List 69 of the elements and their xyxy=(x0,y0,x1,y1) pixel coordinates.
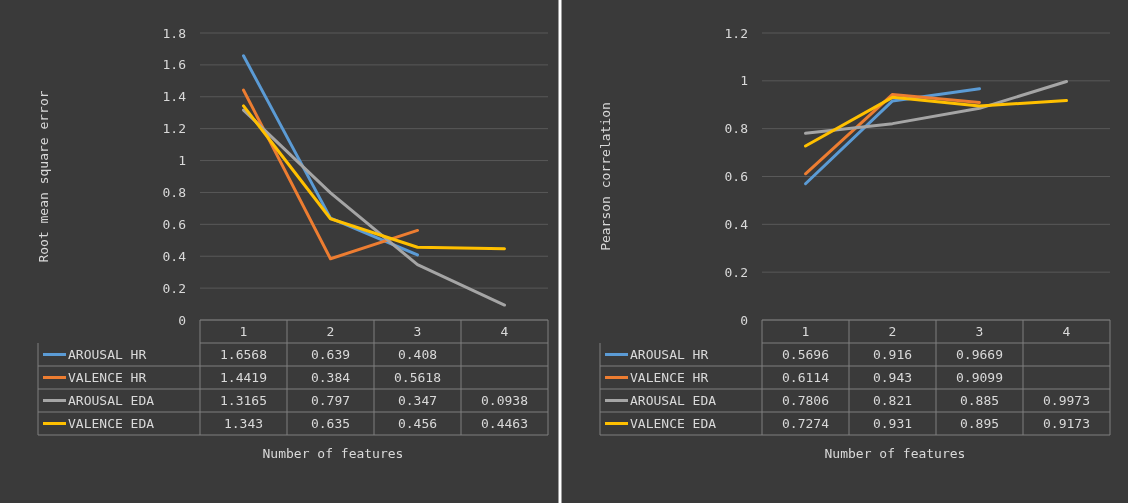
line-series xyxy=(242,104,506,251)
data-label: 0.384 xyxy=(310,370,351,386)
data-label: 0.347 xyxy=(397,393,438,409)
y-tick-label: 1.2 xyxy=(162,121,186,137)
y-axis-title: Pearson correlation xyxy=(598,102,613,251)
y-tick-label: 1 xyxy=(740,73,748,89)
data-label: 0.5618 xyxy=(394,370,441,386)
data-label: 1.6568 xyxy=(220,347,267,363)
legend-label: VALENCE EDA xyxy=(68,416,155,432)
y-tick-label: 0.2 xyxy=(162,280,186,296)
legend-label: AROUSAL HR xyxy=(630,347,709,363)
data-label: 0.9669 xyxy=(956,347,1003,363)
data-label: 0.885 xyxy=(959,393,1000,409)
line-series xyxy=(804,95,1068,148)
legend-label: VALENCE HR xyxy=(68,370,147,386)
y-tick-label: 0.8 xyxy=(162,184,186,200)
data-label: 0.456 xyxy=(397,416,438,432)
y-tick-label: 0.6 xyxy=(162,216,186,232)
y-tick-label: 0 xyxy=(178,312,186,328)
data-label: 0.0938 xyxy=(481,393,528,409)
x-tick-label: 4 xyxy=(1062,324,1071,340)
y-tick-label: 0.2 xyxy=(724,264,748,280)
x-tick-label: 4 xyxy=(500,324,509,340)
data-label: 1.4419 xyxy=(220,370,267,386)
data-label: 0.635 xyxy=(310,416,351,432)
data-label: 0.639 xyxy=(310,347,351,363)
y-tick-label: 1.2 xyxy=(724,25,748,41)
data-label: 0.4463 xyxy=(481,416,528,432)
y-tick-label: 1.8 xyxy=(162,25,186,41)
data-label: 0.9973 xyxy=(1043,393,1090,409)
data-label: 0.9173 xyxy=(1043,416,1090,432)
y-axis-title: Root mean square error xyxy=(36,90,51,263)
y-tick-label: 1.6 xyxy=(162,57,186,73)
x-tick-label: 1 xyxy=(801,324,810,340)
x-axis-title: Number of features xyxy=(262,445,404,461)
y-tick-label: 1 xyxy=(178,153,186,169)
x-tick-label: 3 xyxy=(413,324,422,340)
legend-label: AROUSAL EDA xyxy=(630,393,717,409)
y-tick-label: 1.4 xyxy=(162,89,187,105)
data-label: 1.343 xyxy=(223,416,264,432)
data-label: 0.931 xyxy=(872,416,913,432)
x-tick-label: 1 xyxy=(239,324,248,340)
y-tick-label: 0.8 xyxy=(724,121,748,137)
legend-label: AROUSAL EDA xyxy=(68,393,155,409)
y-tick-label: 0 xyxy=(740,312,748,328)
data-label: 0.6114 xyxy=(782,370,830,386)
y-tick-label: 0.6 xyxy=(724,169,748,185)
data-label: 0.408 xyxy=(397,347,438,363)
data-label: 0.916 xyxy=(872,347,913,363)
data-label: 0.7806 xyxy=(782,393,829,409)
line-series xyxy=(242,108,506,307)
data-label: 1.3165 xyxy=(220,393,267,409)
x-tick-label: 2 xyxy=(888,324,897,340)
y-tick-label: 0.4 xyxy=(724,216,749,232)
data-label: 0.7274 xyxy=(782,416,830,432)
line-series xyxy=(804,79,1068,135)
data-label: 0.797 xyxy=(310,393,351,409)
data-label: 0.821 xyxy=(872,393,913,409)
legend-label: VALENCE HR xyxy=(630,370,709,386)
x-tick-label: 3 xyxy=(975,324,984,340)
data-label: 0.9099 xyxy=(956,370,1003,386)
data-label: 0.895 xyxy=(959,416,1000,432)
data-label: 0.5696 xyxy=(782,347,829,363)
x-tick-label: 2 xyxy=(326,324,335,340)
legend-label: VALENCE EDA xyxy=(630,416,717,432)
x-axis-title: Number of features xyxy=(824,445,966,461)
legend-label: AROUSAL HR xyxy=(68,347,147,363)
data-label: 0.943 xyxy=(872,370,913,386)
y-tick-label: 0.4 xyxy=(162,248,187,264)
